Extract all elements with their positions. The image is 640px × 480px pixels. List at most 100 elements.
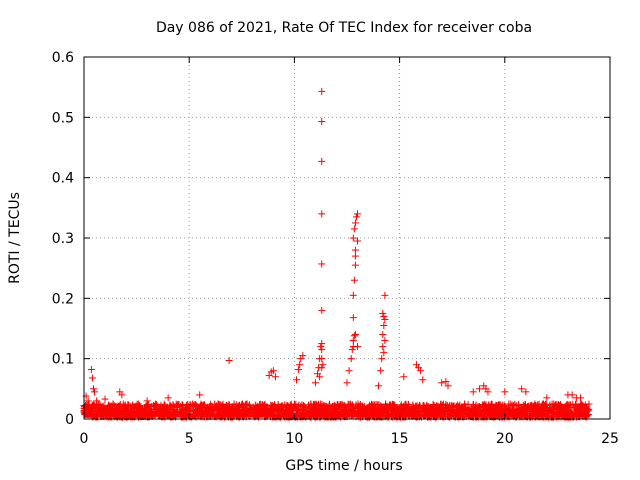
data-point <box>88 374 96 382</box>
data-point <box>248 409 256 417</box>
chart-title: Day 086 of 2021, Rate Of TEC Index for r… <box>156 20 532 36</box>
data-point <box>356 411 364 419</box>
data-point <box>118 391 126 399</box>
data-point <box>114 404 122 412</box>
data-point <box>318 210 326 218</box>
data-point <box>380 321 388 329</box>
data-point <box>125 401 133 409</box>
data-point <box>260 405 268 413</box>
data-point <box>111 410 119 418</box>
data-point <box>556 411 564 419</box>
data-point <box>267 404 275 412</box>
data-point <box>325 405 333 413</box>
data-point <box>354 237 362 245</box>
data-point <box>539 409 547 417</box>
data-point <box>389 402 397 410</box>
data-point <box>401 412 409 420</box>
axis-ticks <box>83 56 611 420</box>
data-point <box>348 405 356 413</box>
data-point <box>438 379 446 387</box>
data-point <box>308 403 316 411</box>
data-point <box>566 410 574 418</box>
data-point <box>219 400 227 408</box>
data-point <box>211 400 219 408</box>
data-point <box>404 404 412 412</box>
data-point <box>193 403 201 411</box>
data-point <box>502 404 510 412</box>
data-point <box>484 407 492 415</box>
data-point <box>569 400 577 408</box>
data-point <box>184 403 192 411</box>
x-tick-labels: 0 5 10 15 20 25 <box>80 431 619 447</box>
x-tick-label: 5 <box>185 431 194 447</box>
data-point <box>452 403 460 411</box>
data-point <box>485 401 493 409</box>
data-point <box>121 402 129 410</box>
y-tick-label: 0 <box>65 412 74 428</box>
data-point <box>376 411 384 419</box>
data-point <box>89 402 97 410</box>
data-point <box>274 401 282 409</box>
data-point <box>531 403 539 411</box>
data-point <box>178 401 186 409</box>
data-point <box>296 361 304 369</box>
data-point <box>370 407 378 415</box>
data-point <box>520 404 528 412</box>
data-point <box>143 397 151 405</box>
data-point <box>466 407 474 415</box>
y-tick-label: 0.1 <box>52 352 74 368</box>
data-point <box>166 401 174 409</box>
x-tick-label: 20 <box>496 431 514 447</box>
data-point <box>318 400 326 408</box>
data-point <box>93 397 101 405</box>
data-point <box>385 411 393 419</box>
data-point <box>445 408 453 416</box>
data-point <box>572 404 580 412</box>
data-point <box>318 364 326 372</box>
data-point <box>245 410 253 418</box>
data-point <box>298 401 306 409</box>
data-point <box>366 404 374 412</box>
data-point <box>201 410 209 418</box>
data-point <box>531 409 539 417</box>
data-point <box>178 408 186 416</box>
data-point <box>349 291 357 299</box>
data-point <box>347 355 355 363</box>
data-point <box>221 410 229 418</box>
data-point <box>339 409 347 417</box>
data-point <box>431 409 439 417</box>
data-point <box>101 395 109 403</box>
data-point <box>351 331 359 339</box>
data-point <box>307 407 315 415</box>
data-point <box>484 388 492 396</box>
data-point <box>378 355 386 363</box>
data-point <box>495 403 503 411</box>
data-point <box>354 210 362 218</box>
data-point <box>379 331 387 339</box>
data-point <box>469 412 477 420</box>
data-point <box>393 406 401 414</box>
data-point <box>349 337 357 345</box>
data-point <box>318 260 326 268</box>
data-point <box>366 405 374 413</box>
data-point <box>164 394 172 402</box>
data-point <box>153 408 161 416</box>
data-point <box>541 400 549 408</box>
data-point <box>84 410 92 418</box>
data-point <box>412 406 420 414</box>
data-point <box>354 343 362 351</box>
data-point <box>106 402 114 410</box>
data-point <box>179 412 187 420</box>
data-point <box>122 412 130 420</box>
data-point <box>87 366 95 374</box>
data-point <box>265 372 273 380</box>
data-point <box>165 410 173 418</box>
x-tick-label: 15 <box>391 431 409 447</box>
x-axis-label: GPS time / hours <box>285 458 402 474</box>
data-point <box>122 407 130 415</box>
data-point <box>152 402 160 410</box>
data-point <box>222 401 230 409</box>
data-point <box>518 385 526 393</box>
data-point <box>431 405 439 413</box>
data-point <box>134 410 142 418</box>
